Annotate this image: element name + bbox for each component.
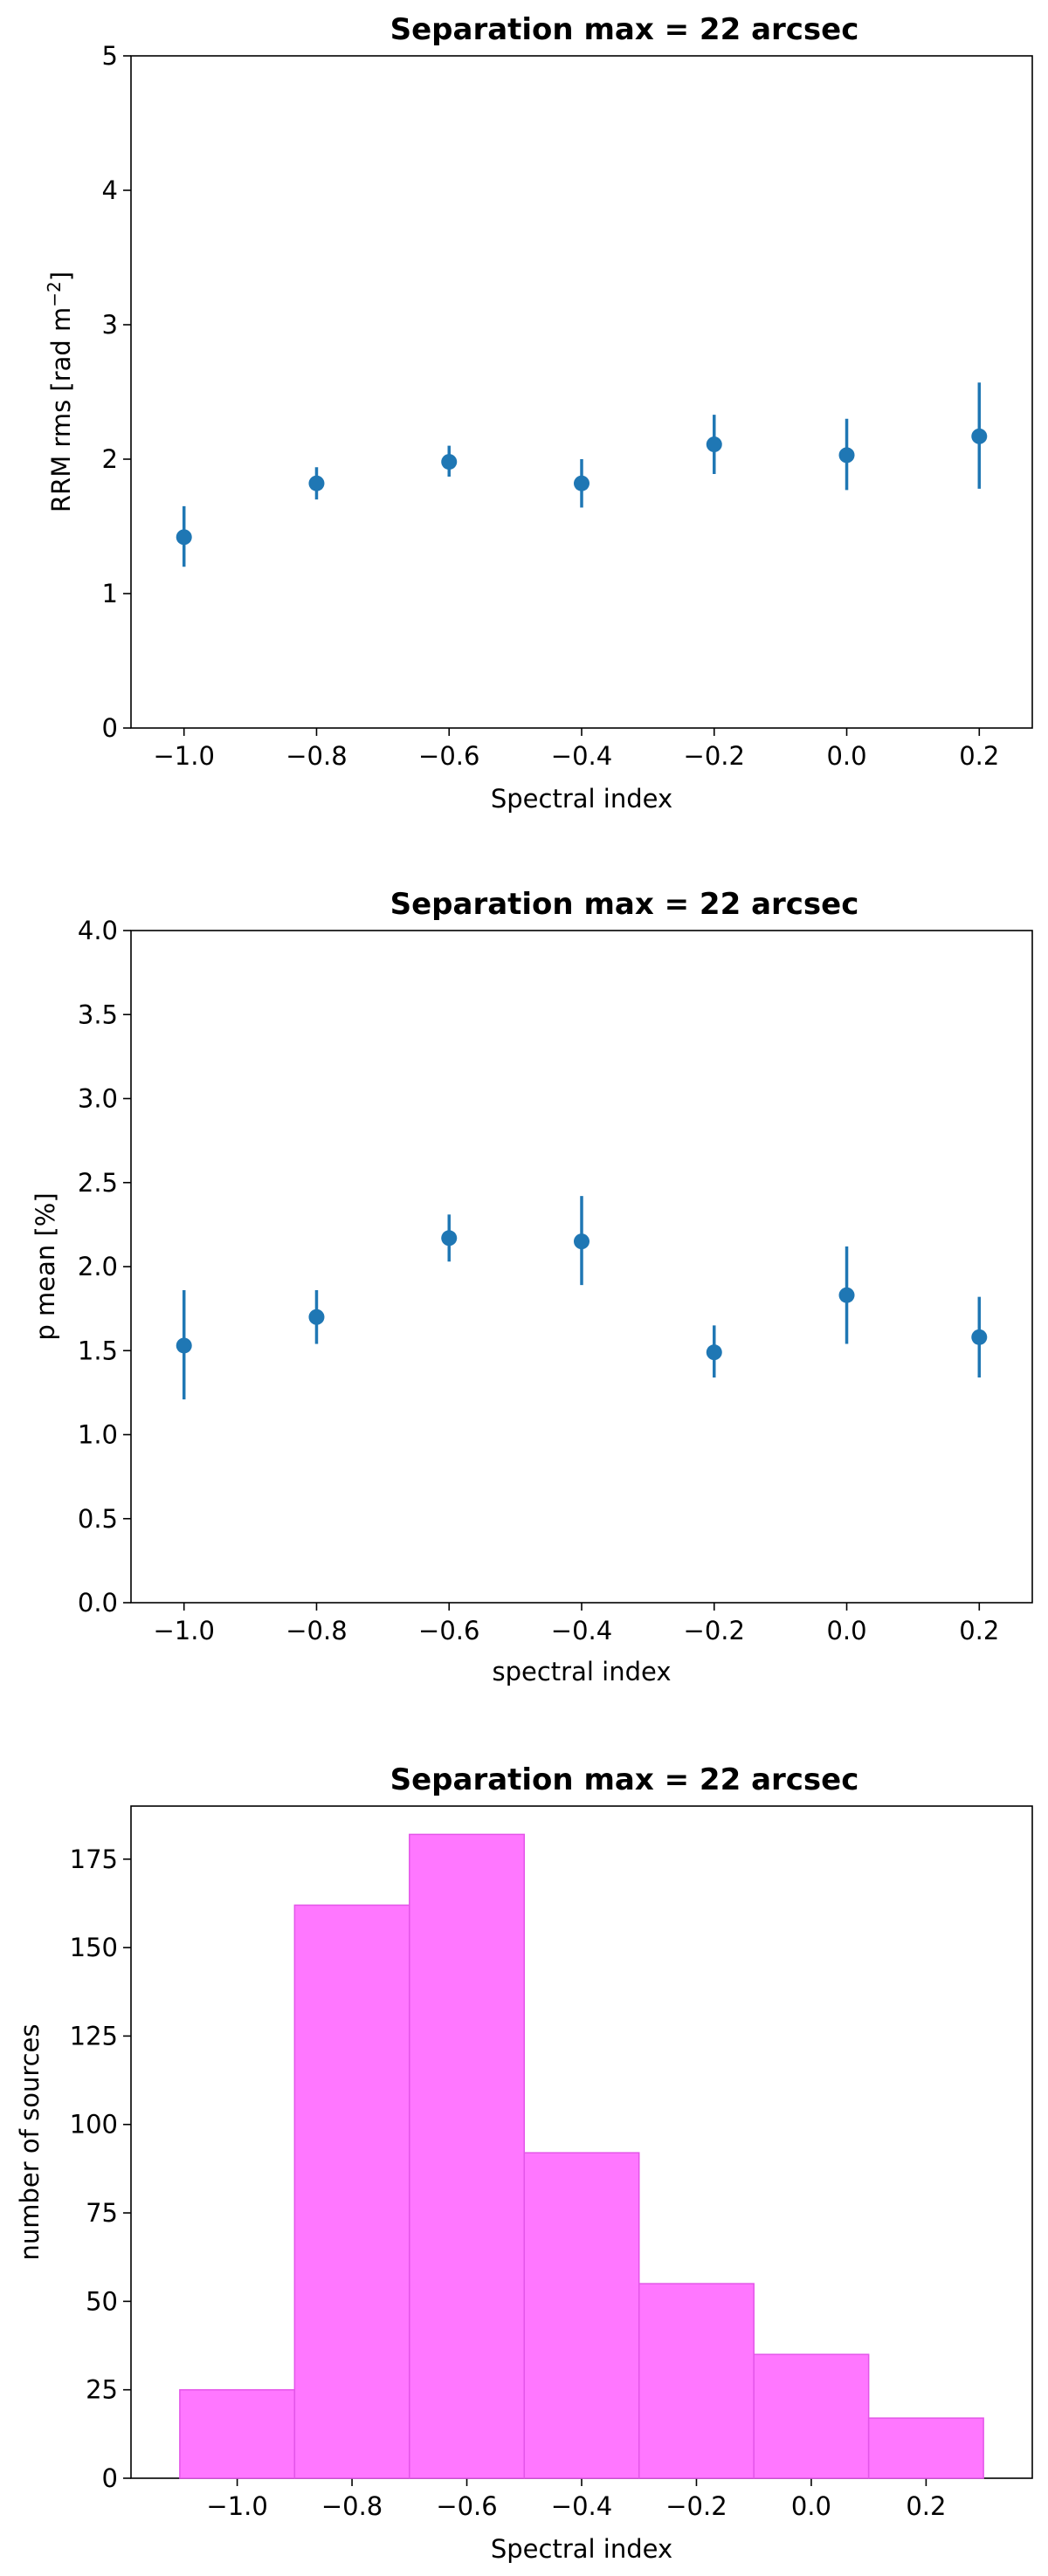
- panel-2-ticks: −1.0 −0.8 −0.6 −0.4 −0.2 0.0 0.2 0.0 0.5 1.0 1.5 2.…: [78, 916, 999, 1645]
- y-tick-label: 3.5: [78, 999, 118, 1029]
- x-tick-label: −0.8: [321, 2491, 383, 2521]
- data-point: [574, 1233, 590, 1250]
- panel-3-y-axis-label: number of sources: [15, 2024, 45, 2261]
- x-tick-label: 0.2: [906, 2491, 946, 2521]
- histogram-bar: [523, 2152, 640, 2479]
- x-tick-label: −0.8: [286, 1616, 347, 1645]
- data-point: [308, 475, 325, 491]
- y-tick-label: 25: [86, 2375, 118, 2405]
- histogram-bar: [409, 1833, 526, 2479]
- y-tick-label: 4.0: [78, 916, 118, 945]
- data-point: [838, 447, 855, 464]
- y-tick-label: 125: [70, 2021, 118, 2050]
- y-tick-label: 150: [70, 1933, 118, 1962]
- data-point: [838, 1287, 855, 1303]
- x-tick-label: −0.4: [551, 741, 612, 771]
- histogram-bar: [753, 2353, 870, 2479]
- x-tick-label: −0.2: [665, 2491, 727, 2521]
- panel-1-plot-frame: [130, 55, 1033, 729]
- y-tick-label: 5: [102, 41, 118, 71]
- panel-3-x-axis-label: Spectral index: [491, 2534, 672, 2564]
- data-point: [706, 1344, 722, 1361]
- histogram-bar: [638, 2283, 755, 2479]
- data-point: [971, 428, 988, 444]
- panel-1-title: Separation max = 22 arcsec: [390, 12, 859, 47]
- y-tick-label: 3.0: [78, 1084, 118, 1114]
- x-tick-label: −1.0: [206, 2491, 267, 2521]
- data-point: [441, 1230, 458, 1247]
- x-tick-label: 0.0: [791, 2491, 831, 2521]
- panel-2-marks: [176, 1196, 988, 1400]
- histogram-panel: Separation max = 22 arcsec Spectral inde…: [15, 1762, 1033, 2564]
- y-tick-label: 3: [102, 310, 118, 340]
- x-tick-label: −1.0: [153, 1616, 214, 1645]
- x-tick-label: 0.2: [959, 741, 999, 771]
- y-tick-label: 2.0: [78, 1252, 118, 1281]
- data-point: [441, 454, 458, 471]
- histogram-bar: [293, 1904, 410, 2479]
- y-tick-label: 1.5: [78, 1336, 118, 1365]
- x-tick-label: 0.0: [826, 1616, 866, 1645]
- data-point: [176, 1337, 192, 1354]
- x-tick-label: −0.2: [684, 1616, 745, 1645]
- panel-2-y-axis-label: p mean [%]: [31, 1192, 60, 1340]
- x-tick-label: −0.4: [551, 1616, 612, 1645]
- y-tick-label: 0.5: [78, 1504, 118, 1534]
- data-point: [574, 475, 590, 491]
- x-tick-label: −1.0: [153, 741, 214, 771]
- y-tick-label: 0: [102, 2463, 118, 2493]
- y-tick-label: 175: [70, 1844, 118, 1874]
- y-tick-label: 75: [86, 2198, 118, 2228]
- y-tick-label: 1.0: [78, 1420, 118, 1450]
- data-point: [971, 1329, 988, 1345]
- y-tick-label: 0: [102, 713, 118, 743]
- x-tick-label: 0.0: [826, 741, 866, 771]
- panel-2-x-axis-label: spectral index: [493, 1657, 672, 1686]
- panel-3-title: Separation max = 22 arcsec: [390, 1762, 859, 1797]
- y-tick-label: 100: [70, 2110, 118, 2140]
- y-tick-label: 4: [102, 175, 118, 205]
- x-tick-label: −0.6: [436, 2491, 497, 2521]
- x-tick-label: −0.2: [684, 741, 745, 771]
- y-tick-label: 50: [86, 2286, 118, 2316]
- x-tick-label: −0.8: [286, 741, 347, 771]
- panel-2-title: Separation max = 22 arcsec: [390, 887, 859, 922]
- x-tick-label: 0.2: [959, 1616, 999, 1645]
- panel-3-ticks: −1.0 −0.8 −0.6 −0.4 −0.2 0.0 0.2 0 25 50 75 100 125 1…: [70, 1844, 947, 2521]
- data-point: [308, 1309, 325, 1325]
- histogram-bar: [179, 2388, 296, 2479]
- y-tick-label: 2.5: [78, 1168, 118, 1198]
- x-tick-label: −0.4: [551, 2491, 612, 2521]
- y-tick-label: 1: [102, 579, 118, 608]
- panel-1-x-axis-label: Spectral index: [491, 784, 672, 814]
- y-tick-label: 2: [102, 444, 118, 474]
- panel-1-ticks: −1.0 −0.8 −0.6 −0.4 −0.2 0.0 0.2 0 1 2 3 4 5: [102, 41, 1000, 771]
- x-tick-label: −0.6: [418, 741, 479, 771]
- panel-3-marks: [179, 1833, 984, 2479]
- rrm-rms-panel: Separation max = 22 arcsec Spectral inde…: [44, 12, 1033, 814]
- data-point: [706, 436, 722, 453]
- x-tick-label: −0.6: [418, 1616, 479, 1645]
- panel-1-marks: [176, 382, 988, 567]
- data-point: [176, 529, 192, 546]
- panel-1-y-axis-label: RRM rms [rad m−2]: [44, 271, 76, 512]
- histogram-bar: [867, 2417, 984, 2479]
- y-tick-label: 0.0: [78, 1588, 118, 1618]
- p-mean-panel: Separation max = 22 arcsec spectral inde…: [31, 887, 1033, 1686]
